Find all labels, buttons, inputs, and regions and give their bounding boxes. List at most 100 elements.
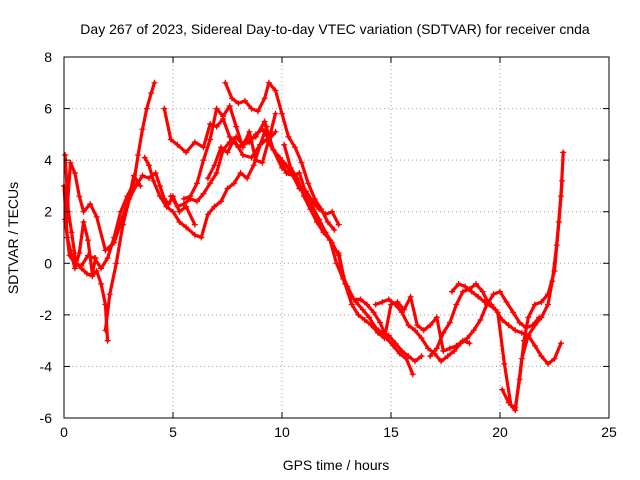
data-point: [357, 296, 364, 303]
data-point: [156, 193, 163, 200]
data-point: [150, 177, 157, 184]
data-point: [481, 299, 488, 305]
data-point: [438, 358, 445, 365]
data-point: [117, 208, 124, 215]
data-point: [226, 133, 233, 140]
data-point: [222, 79, 229, 86]
data-point: [167, 136, 174, 143]
data-point: [259, 126, 266, 133]
data-point: [76, 250, 83, 256]
data-point: [342, 280, 349, 287]
data-point: [207, 180, 214, 187]
y-tick-label: -6: [40, 410, 53, 426]
series-track-6: [143, 124, 269, 240]
data-point: [231, 180, 237, 187]
data-point: [359, 306, 366, 313]
data-point: [257, 141, 264, 148]
data-point: [545, 360, 551, 367]
data-point: [191, 231, 198, 238]
data-point: [204, 175, 211, 182]
data-point: [294, 175, 301, 182]
data-point: [174, 203, 181, 210]
data-point: [361, 317, 368, 323]
series-track-13: [282, 143, 424, 363]
x-tick-label: 10: [274, 424, 290, 440]
data-point: [501, 360, 508, 367]
series-track-18: [500, 150, 565, 412]
data-point: [420, 327, 427, 334]
data-point: [246, 128, 253, 135]
y-tick-label: 8: [44, 49, 52, 65]
data-point: [427, 353, 434, 360]
data-point: [252, 157, 259, 164]
data-point: [348, 301, 355, 308]
data-point: [329, 208, 336, 215]
data-point: [239, 152, 246, 158]
data-point: [126, 195, 133, 202]
data-point: [89, 273, 96, 280]
data-point: [405, 322, 412, 329]
data-point: [272, 128, 279, 135]
data-point: [213, 123, 220, 130]
data-point: [398, 348, 405, 354]
x-tick-label: 5: [169, 424, 177, 440]
data-point: [305, 180, 312, 187]
data-point: [538, 314, 545, 321]
data-point: [283, 170, 290, 176]
data-point: [180, 201, 187, 207]
data-point: [187, 193, 194, 200]
series-track-10: [206, 137, 341, 227]
chart-title: Day 267 of 2023, Sidereal Day-to-day VTE…: [80, 21, 590, 37]
data-point: [224, 185, 231, 192]
data-point: [176, 208, 183, 215]
data-point: [152, 170, 159, 176]
data-point: [265, 79, 272, 86]
data-point: [244, 175, 251, 182]
data-point: [405, 353, 412, 360]
series-track-3: [64, 161, 142, 252]
data-point: [307, 206, 314, 213]
data-point: [167, 193, 174, 200]
data-point: [80, 219, 87, 225]
series-track-5: [103, 171, 197, 332]
data-point: [132, 182, 139, 189]
data-point: [553, 242, 560, 249]
data-point: [473, 280, 479, 287]
data-point: [119, 221, 126, 228]
y-tick-label: 2: [44, 204, 52, 220]
data-point: [111, 234, 118, 241]
data-point: [296, 170, 303, 176]
data-point: [200, 144, 207, 151]
data-point: [104, 337, 111, 344]
data-point: [418, 353, 425, 360]
data-point: [355, 311, 362, 318]
data-point: [531, 301, 538, 308]
data-point: [224, 149, 231, 156]
data-point: [368, 322, 375, 329]
data-point: [200, 190, 207, 197]
data-point: [324, 219, 331, 225]
data-point: [102, 327, 109, 334]
data-point: [143, 105, 150, 112]
data-point: [248, 105, 255, 112]
data-point: [151, 79, 158, 86]
data-point: [409, 371, 416, 378]
data-point: [213, 105, 220, 112]
data-point: [255, 108, 261, 115]
data-point: [211, 203, 218, 210]
data-point: [372, 301, 379, 308]
data-point: [231, 136, 237, 143]
data-point: [457, 340, 464, 347]
data-point: [263, 136, 270, 143]
x-tick-label: 15: [383, 424, 399, 440]
data-point: [525, 314, 532, 321]
data-point: [233, 123, 240, 130]
data-point: [198, 234, 205, 241]
data-point: [440, 329, 447, 336]
data-point: [98, 265, 105, 272]
data-point: [499, 386, 506, 393]
data-point: [459, 288, 466, 295]
data-point: [385, 332, 392, 339]
data-point: [161, 105, 168, 112]
